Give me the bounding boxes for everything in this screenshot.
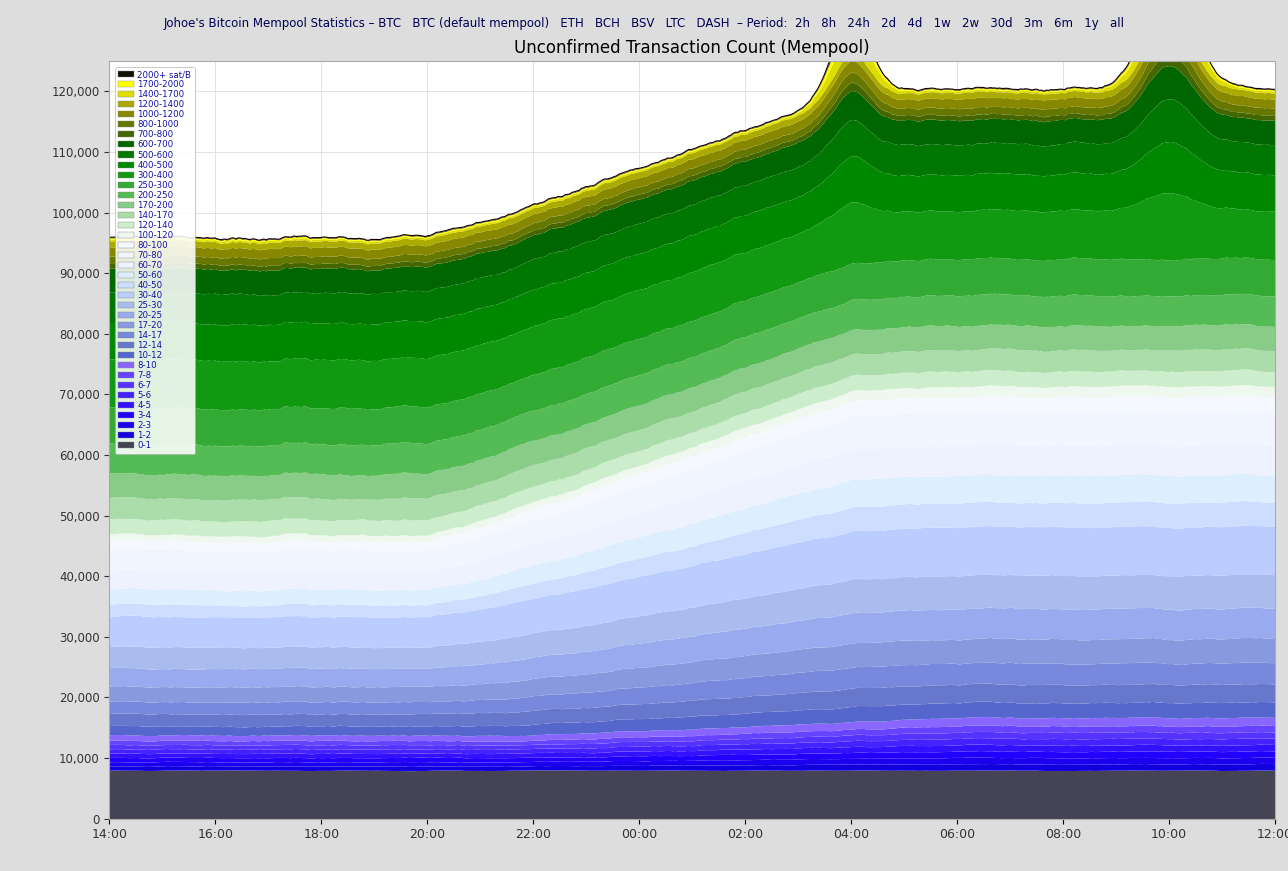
Title: Unconfirmed Transaction Count (Mempool): Unconfirmed Transaction Count (Mempool) (514, 38, 871, 57)
Legend: 2000+ sat/B, 1700-2000, 1400-1700, 1200-1400, 1000-1200, 800-1000, 700-800, 600-: 2000+ sat/B, 1700-2000, 1400-1700, 1200-… (115, 67, 194, 454)
Text: Johoe's Bitcoin Mempool Statistics – BTC   BTC (default mempool)   ETH   BCH   B: Johoe's Bitcoin Mempool Statistics – BTC… (164, 17, 1124, 30)
